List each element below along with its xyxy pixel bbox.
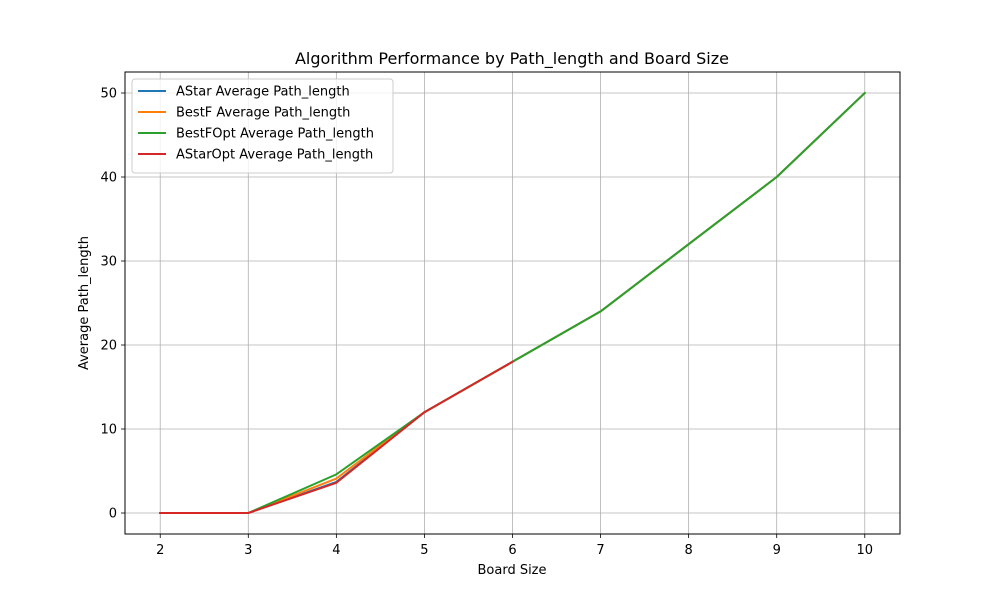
legend-label-astaropt: AStarOpt Average Path_length bbox=[176, 148, 373, 163]
legend-label-astar: AStar Average Path_length bbox=[176, 85, 350, 100]
y-axis-ticks: 0 10 20 30 40 50 bbox=[100, 87, 125, 522]
y-axis-label: Average Path_length bbox=[77, 236, 92, 370]
legend-label-bestf: BestF Average Path_length bbox=[176, 106, 350, 121]
x-tick-label: 8 bbox=[684, 543, 692, 558]
legend: AStar Average Path_length BestF Average P… bbox=[131, 78, 394, 174]
x-tick-label: 10 bbox=[856, 543, 873, 558]
y-tick-label: 20 bbox=[100, 339, 117, 354]
y-tick-label: 10 bbox=[100, 423, 117, 438]
x-axis-ticks: 2 3 4 5 6 7 8 9 10 bbox=[156, 534, 873, 558]
x-tick-label: 5 bbox=[420, 543, 428, 558]
x-tick-label: 6 bbox=[508, 543, 516, 558]
y-tick-label: 50 bbox=[100, 87, 117, 102]
legend-box bbox=[131, 78, 394, 174]
y-tick-label: 0 bbox=[109, 507, 117, 522]
y-tick-label: 40 bbox=[100, 171, 117, 186]
chart-title: Algorithm Performance by Path_length and… bbox=[295, 49, 729, 69]
x-tick-label: 4 bbox=[332, 543, 340, 558]
x-tick-label: 2 bbox=[156, 543, 164, 558]
legend-label-bestfopt: BestFOpt Average Path_length bbox=[176, 127, 374, 142]
x-axis-label: Board Size bbox=[477, 563, 546, 578]
y-tick-label: 30 bbox=[100, 255, 117, 270]
series-line-astaropt bbox=[159, 360, 514, 514]
x-tick-label: 3 bbox=[244, 543, 252, 558]
x-tick-label: 7 bbox=[596, 543, 604, 558]
series-lines bbox=[159, 91, 867, 514]
x-tick-label: 9 bbox=[773, 543, 781, 558]
